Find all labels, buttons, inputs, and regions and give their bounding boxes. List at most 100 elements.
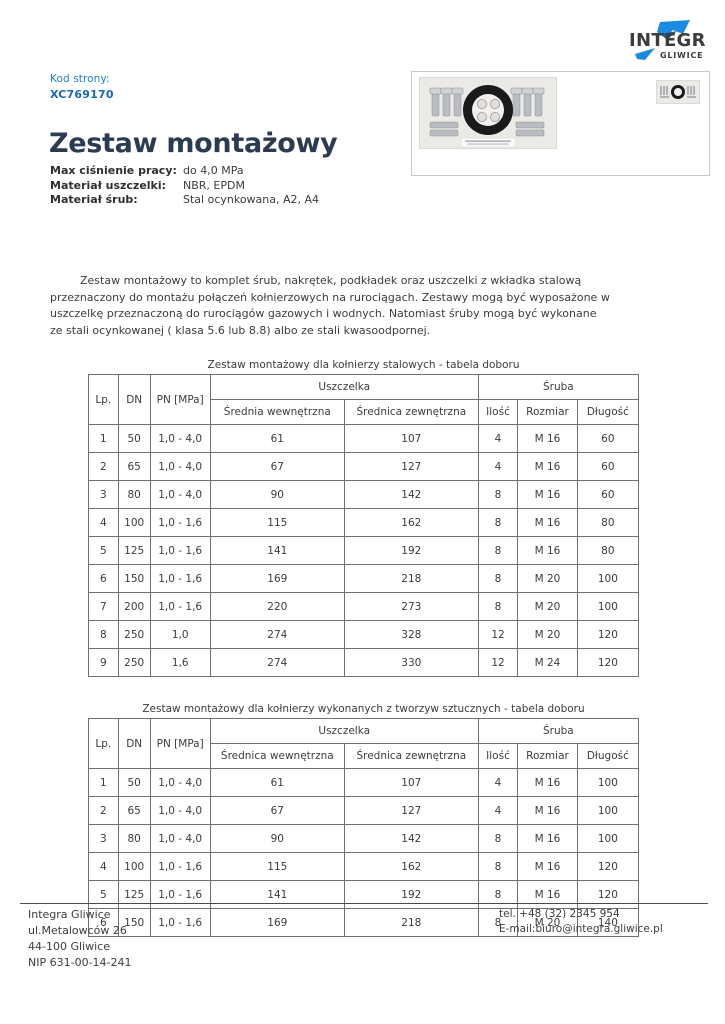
cell-ilosc: 8 (477, 824, 519, 853)
cell-outer: 127 (343, 452, 479, 481)
table-row: 4 100 1,0 - 1,6 115 162 8 M 16 120 (88, 852, 640, 881)
cell-rozmiar: M 16 (517, 796, 578, 825)
cell-inner: 115 (209, 852, 345, 881)
table-1-head: Lp. DN PN [MPa] Uszczelka Śruba Średnia … (88, 374, 640, 425)
cell-dn: 65 (117, 796, 151, 825)
cell-rozmiar: M 16 (517, 824, 578, 853)
th-inner-diameter: Średnia wewnętrzna (209, 399, 345, 425)
cell-dlugosc: 120 (576, 852, 640, 881)
th-outer-diameter: Średnica zewnętrzna (343, 743, 479, 769)
cell-ilosc: 8 (477, 880, 519, 909)
cell-rozmiar: M 20 (517, 908, 578, 937)
cell-outer: 273 (343, 592, 479, 621)
footer-company: Integra Gliwice (28, 908, 111, 921)
selection-table-steel-flanges: Lp. DN PN [MPa] Uszczelka Śruba Średnia … (88, 374, 640, 677)
cell-inner: 220 (209, 592, 345, 621)
cell-pn: 1,0 - 1,6 (149, 592, 211, 621)
product-image-box (411, 71, 710, 176)
table-row: 1 50 1,0 - 4,0 61 107 4 M 16 60 (88, 424, 640, 453)
footer-address: Integra Gliwice ul.Metalowców 26 44-100 … (28, 907, 132, 971)
th-dn: DN (117, 718, 151, 769)
svg-text:INTEGRA: INTEGRA (629, 30, 705, 51)
cell-ilosc: 12 (477, 620, 519, 649)
cell-lp: 3 (88, 480, 119, 509)
cell-inner: 274 (209, 620, 345, 649)
spec-key: Materiał śrub: (50, 193, 138, 206)
cell-inner: 141 (209, 880, 345, 909)
cell-inner: 67 (209, 452, 345, 481)
product-thumbnail[interactable] (656, 80, 700, 104)
cell-dlugosc: 60 (576, 452, 640, 481)
cell-ilosc: 8 (477, 536, 519, 565)
cell-rozmiar: M 16 (517, 880, 578, 909)
cell-dlugosc: 60 (576, 480, 640, 509)
table-row: 6 150 1,0 - 1,6 169 218 8 M 20 100 (88, 564, 640, 593)
cell-dn: 250 (117, 620, 151, 649)
cell-outer: 127 (343, 796, 479, 825)
th-lp: Lp. (88, 718, 119, 769)
table-row: 5 125 1,0 - 1,6 141 192 8 M 16 80 (88, 536, 640, 565)
cell-ilosc: 8 (477, 852, 519, 881)
table-row: 3 80 1,0 - 4,0 90 142 8 M 16 60 (88, 480, 640, 509)
cell-ilosc: 12 (477, 648, 519, 677)
cell-lp: 1 (88, 768, 119, 797)
cell-rozmiar: M 16 (517, 768, 578, 797)
cell-ilosc: 4 (477, 452, 519, 481)
th-outer-diameter: Średnica zewnętrzna (343, 399, 479, 425)
cell-rozmiar: M 16 (517, 536, 578, 565)
product-description: Zestaw montażowy to komplet śrub, nakręt… (50, 274, 610, 337)
cell-outer: 162 (343, 852, 479, 881)
cell-dn: 125 (117, 536, 151, 565)
cell-dlugosc: 100 (576, 768, 640, 797)
cell-pn: 1,0 - 1,6 (149, 908, 211, 937)
cell-pn: 1,0 - 4,0 (149, 480, 211, 509)
th-group-sruba: Śruba (477, 718, 640, 744)
footer-nip: NIP 631-00-14-241 (28, 956, 132, 969)
cell-dlugosc: 100 (576, 824, 640, 853)
product-thumbnail-graphic (657, 81, 699, 103)
table-1-header-row-group: Lp. DN PN [MPa] Uszczelka Śruba (88, 374, 640, 425)
cell-dlugosc: 120 (576, 648, 640, 677)
cell-rozmiar: M 24 (517, 648, 578, 677)
cell-lp: 2 (88, 452, 119, 481)
th-quantity: Ilość (477, 399, 519, 425)
cell-dn: 65 (117, 452, 151, 481)
table-1-header-row-sub: Średnia wewnętrzna Średnica zewnętrzna I… (89, 399, 640, 425)
cell-dlugosc: 100 (576, 592, 640, 621)
cell-rozmiar: M 16 (517, 852, 578, 881)
product-photo[interactable] (419, 77, 557, 149)
cell-inner: 141 (209, 536, 345, 565)
cell-outer: 328 (343, 620, 479, 649)
footer-email[interactable]: E-mail:biuro@integra.gliwice.pl (499, 923, 663, 935)
cell-outer: 142 (343, 824, 479, 853)
page-title: Zestaw montażowy (49, 128, 338, 160)
footer-city: 44-100 Gliwice (28, 940, 110, 953)
cell-dlugosc: 80 (576, 536, 640, 565)
cell-outer: 192 (343, 880, 479, 909)
table-1-body: 1 50 1,0 - 4,0 61 107 4 M 16 60 2 65 1,0… (88, 424, 640, 677)
cell-dn: 50 (117, 424, 151, 453)
th-size: Rozmiar (517, 399, 578, 425)
cell-lp: 1 (88, 424, 119, 453)
cell-rozmiar: M 20 (517, 592, 578, 621)
cell-outer: 218 (343, 564, 479, 593)
table-row: 4 100 1,0 - 1,6 115 162 8 M 16 80 (88, 508, 640, 537)
page-code-value: XC769170 (50, 88, 114, 101)
table-row: 1 50 1,0 - 4,0 61 107 4 M 16 100 (88, 768, 640, 797)
cell-ilosc: 8 (477, 592, 519, 621)
cell-dn: 200 (117, 592, 151, 621)
cell-dlugosc: 100 (576, 564, 640, 593)
cell-inner: 115 (209, 508, 345, 537)
th-length: Długość (576, 399, 640, 425)
cell-pn: 1,0 - 1,6 (149, 536, 211, 565)
table-row: 7 200 1,0 - 1,6 220 273 8 M 20 100 (88, 592, 640, 621)
cell-rozmiar: M 16 (517, 480, 578, 509)
table-row: 3 80 1,0 - 4,0 90 142 8 M 16 100 (88, 824, 640, 853)
page-code-label: Kod strony: (50, 73, 110, 85)
th-group-sruba: Śruba (477, 374, 640, 400)
cell-inner: 67 (209, 796, 345, 825)
cell-lp: 3 (88, 824, 119, 853)
cell-pn: 1,6 (149, 648, 211, 677)
cell-lp: 5 (88, 536, 119, 565)
table-2-head: Lp. DN PN [MPa] Uszczelka Śruba Średnica… (88, 718, 640, 769)
